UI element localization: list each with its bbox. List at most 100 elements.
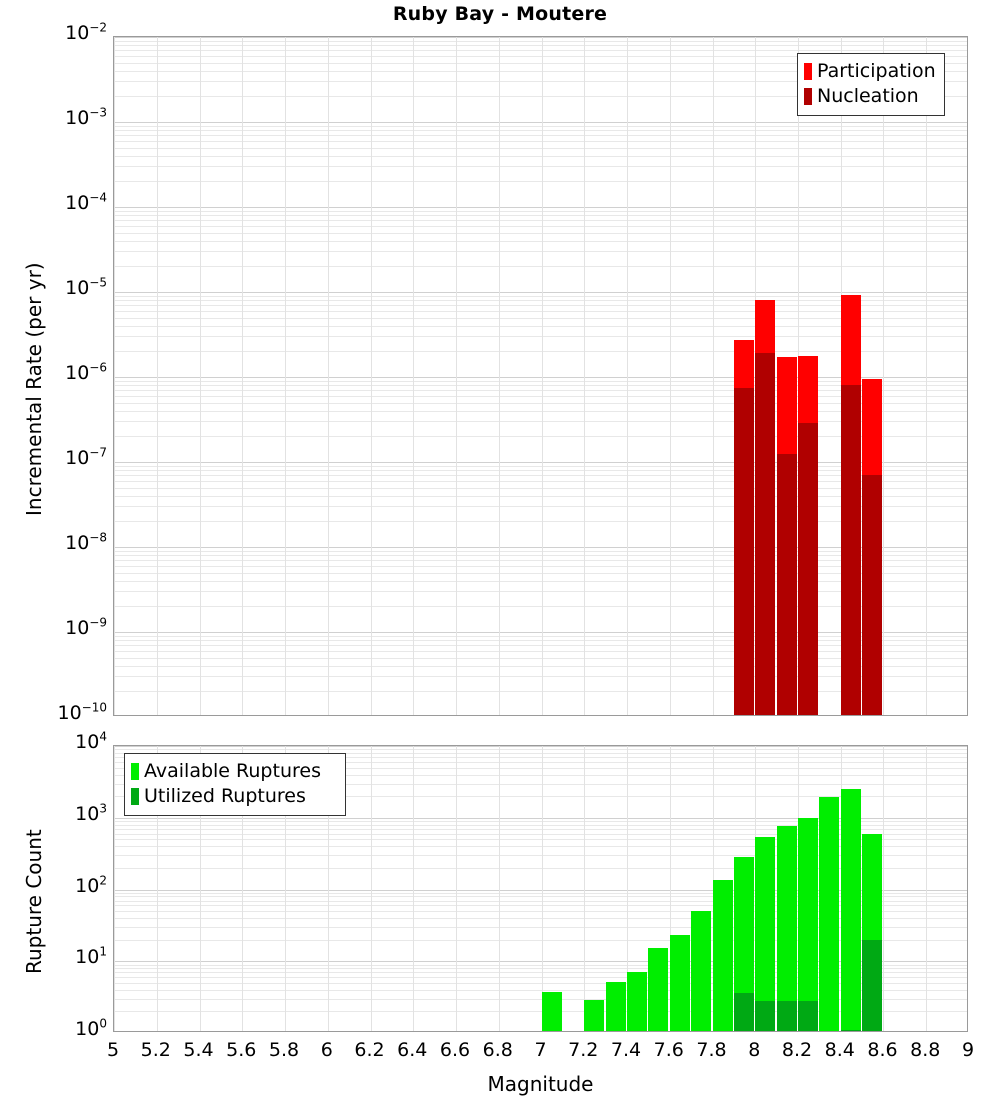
- gridline-major: [114, 462, 967, 463]
- legend-swatch-icon: [131, 788, 139, 805]
- bar-available-ruptures: [819, 797, 839, 1031]
- bar-participation: [798, 356, 818, 715]
- gridline-vertical: [755, 37, 756, 715]
- x-tick-label: 5: [106, 1039, 120, 1061]
- bar-nucleation: [755, 353, 775, 715]
- gridline-minor: [114, 901, 967, 902]
- gridline-minor: [114, 141, 967, 142]
- y-tick-label: 10−6: [65, 360, 107, 384]
- gridline-minor: [114, 156, 967, 157]
- gridline-vertical: [926, 37, 927, 715]
- bar-available-ruptures: [648, 948, 668, 1031]
- gridline-minor: [114, 999, 967, 1000]
- gridline-minor: [114, 506, 967, 507]
- gridline-vertical: [456, 746, 457, 1031]
- gridline-minor: [114, 421, 967, 422]
- bar-nucleation: [841, 385, 861, 715]
- gridline-minor: [114, 636, 967, 637]
- bottom-y-axis-label: Rupture Count: [22, 828, 46, 974]
- gridline-minor: [114, 220, 967, 221]
- gridline-minor: [114, 336, 967, 337]
- bar-utilized-ruptures: [862, 940, 882, 1031]
- gridline-minor: [114, 215, 967, 216]
- gridline-vertical: [285, 37, 286, 715]
- bar-available-ruptures: [691, 911, 711, 1031]
- gridline-minor: [114, 846, 967, 847]
- bar-available-ruptures: [841, 789, 861, 1031]
- gridline-major: [114, 292, 967, 293]
- bar-participation: [841, 295, 861, 715]
- bar-nucleation: [777, 454, 797, 715]
- gridline-minor: [114, 475, 967, 476]
- gridline-minor: [114, 130, 967, 131]
- gridline-vertical: [841, 37, 842, 715]
- bar-utilized-ruptures: [777, 1001, 797, 1031]
- gridline-minor: [114, 466, 967, 467]
- bar-nucleation: [734, 388, 754, 715]
- gridline-minor: [114, 651, 967, 652]
- bar-nucleation: [798, 423, 818, 715]
- incremental-rate-plot-area: [113, 36, 968, 716]
- gridline-vertical: [670, 746, 671, 1031]
- gridline-minor: [114, 1011, 967, 1012]
- top-bars: [114, 37, 967, 715]
- gridline-vertical: [883, 746, 884, 1031]
- gridline-vertical: [157, 37, 158, 715]
- legend-item: Available Ruptures: [131, 759, 338, 784]
- y-tick-label: 100: [75, 1016, 107, 1040]
- gridline-minor: [114, 311, 967, 312]
- x-tick-label: 6.4: [397, 1039, 428, 1061]
- bar-available-ruptures: [670, 935, 690, 1031]
- gridline-minor: [114, 266, 967, 267]
- gridline-major: [114, 37, 967, 38]
- gridline-vertical: [841, 746, 842, 1031]
- gridline-minor: [114, 834, 967, 835]
- gridline-minor: [114, 990, 967, 991]
- gridline-minor: [114, 918, 967, 919]
- gridline-minor: [114, 965, 967, 966]
- gridline-vertical: [456, 37, 457, 715]
- gridline-vertical: [798, 746, 799, 1031]
- gridline-minor: [114, 868, 967, 869]
- gridline-vertical: [499, 37, 500, 715]
- gridline-major: [114, 122, 967, 123]
- y-tick-label: 10−8: [65, 530, 107, 554]
- x-tick-label: 7.2: [568, 1039, 599, 1061]
- bar-utilized-ruptures: [841, 1030, 861, 1031]
- gridline-minor: [114, 300, 967, 301]
- x-tick-label: 5.8: [268, 1039, 300, 1061]
- gridline-minor: [114, 385, 967, 386]
- gridline-minor: [114, 50, 967, 51]
- x-tick-label: 7: [534, 1039, 547, 1061]
- gridline-minor: [114, 411, 967, 412]
- bar-available-ruptures: [713, 880, 733, 1031]
- gridline-minor: [114, 927, 967, 928]
- gridline-minor: [114, 821, 967, 822]
- bar-utilized-ruptures: [798, 1001, 818, 1031]
- gridline-minor: [114, 181, 967, 182]
- y-tick-label: 103: [75, 801, 107, 825]
- gridline-major: [114, 890, 967, 891]
- gridline-minor: [114, 488, 967, 489]
- gridline-minor: [114, 436, 967, 437]
- gridline-vertical: [413, 37, 414, 715]
- gridline-minor: [114, 305, 967, 306]
- x-axis-label: Magnitude: [487, 1072, 594, 1096]
- gridline-minor: [114, 749, 967, 750]
- gridline-minor: [114, 606, 967, 607]
- gridline-minor: [114, 318, 967, 319]
- bar-available-ruptures: [584, 1000, 604, 1031]
- gridline-minor: [114, 390, 967, 391]
- gridline-minor: [114, 896, 967, 897]
- x-tick-label: 7.8: [696, 1039, 727, 1061]
- gridline-vertical: [371, 37, 372, 715]
- gridline-minor: [114, 691, 967, 692]
- gridline-major: [114, 961, 967, 962]
- gridline-minor: [114, 566, 967, 567]
- x-tick-label: 8.2: [781, 1039, 813, 1061]
- gridline-vertical: [670, 37, 671, 715]
- gridline-minor: [114, 940, 967, 941]
- y-tick-label: 104: [75, 729, 107, 753]
- gridline-minor: [114, 829, 967, 830]
- gridline-minor: [114, 326, 967, 327]
